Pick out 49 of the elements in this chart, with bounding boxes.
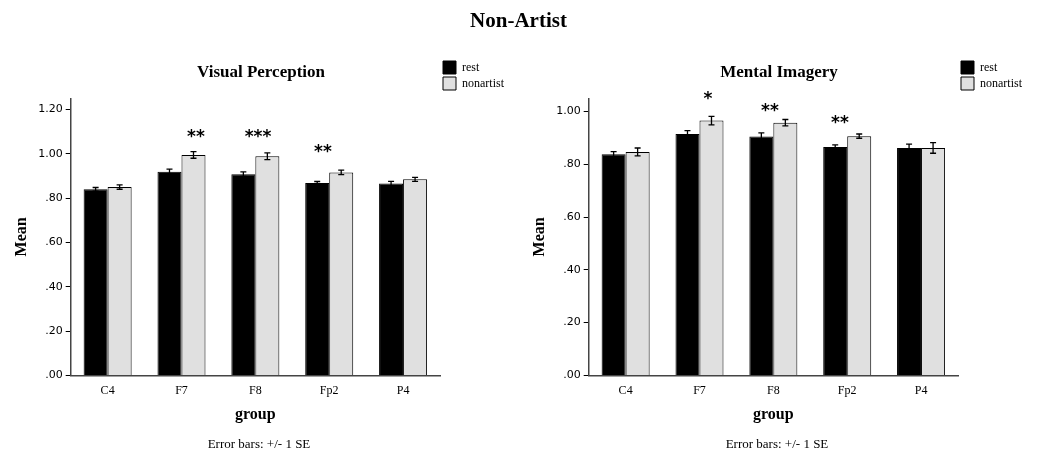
y-tick-label: .60 bbox=[45, 235, 63, 249]
y-tick-label: .20 bbox=[563, 315, 581, 329]
bar bbox=[379, 183, 404, 375]
annotation: ** bbox=[314, 141, 332, 161]
x-tick-label: C4 bbox=[100, 382, 115, 397]
annotation: *** bbox=[244, 126, 272, 146]
x-axis-title: group bbox=[235, 404, 276, 423]
y-tick-label: .60 bbox=[563, 209, 581, 223]
legend-label: rest bbox=[462, 59, 480, 74]
bar bbox=[305, 183, 330, 375]
legend-label: rest bbox=[980, 59, 998, 74]
y-axis-title: Mean bbox=[11, 217, 29, 257]
annotation: * bbox=[703, 88, 713, 108]
x-axis-title: group bbox=[753, 404, 794, 423]
x-tick-label: F8 bbox=[767, 382, 780, 397]
bar bbox=[823, 146, 848, 375]
y-tick-label: .20 bbox=[45, 323, 63, 337]
annotation: ** bbox=[761, 100, 779, 120]
y-tick-label: .00 bbox=[45, 368, 63, 382]
legend-label: nonartist bbox=[462, 75, 505, 90]
y-tick-label: .40 bbox=[563, 262, 581, 276]
y-tick-label: .00 bbox=[563, 368, 581, 382]
text: Non-Artist bbox=[469, 8, 568, 33]
y-tick-label: .80 bbox=[45, 190, 63, 204]
y-tick-label: .80 bbox=[563, 157, 581, 171]
x-tick-label: F8 bbox=[249, 382, 262, 397]
bar bbox=[157, 171, 182, 375]
legend-label: nonartist bbox=[980, 75, 1023, 90]
bar bbox=[231, 174, 256, 375]
x-tick-label: F7 bbox=[693, 382, 706, 397]
x-tick-label: P4 bbox=[396, 382, 410, 397]
y-tick-label: .40 bbox=[45, 279, 63, 293]
y-tick-label: 1.00 bbox=[38, 146, 63, 160]
x-tick-label: P4 bbox=[914, 382, 928, 397]
text: Error bars: +/- 1 SE bbox=[206, 436, 312, 452]
bar bbox=[749, 136, 774, 375]
chart-title: Mental Imagery bbox=[720, 61, 839, 81]
y-axis-title: Mean bbox=[529, 217, 547, 257]
bar bbox=[675, 134, 700, 375]
chart-title: Visual Perception bbox=[197, 61, 326, 81]
text: Error bars: +/- 1 SE bbox=[724, 436, 830, 452]
x-tick-label: Fp2 bbox=[319, 382, 339, 397]
annotation: ** bbox=[831, 112, 849, 132]
y-tick-label: 1.00 bbox=[556, 104, 581, 118]
y-tick-label: 1.20 bbox=[38, 102, 63, 116]
x-tick-label: F7 bbox=[175, 382, 188, 397]
x-tick-label: C4 bbox=[618, 382, 633, 397]
annotation: ** bbox=[187, 126, 205, 146]
x-tick-label: Fp2 bbox=[837, 382, 857, 397]
